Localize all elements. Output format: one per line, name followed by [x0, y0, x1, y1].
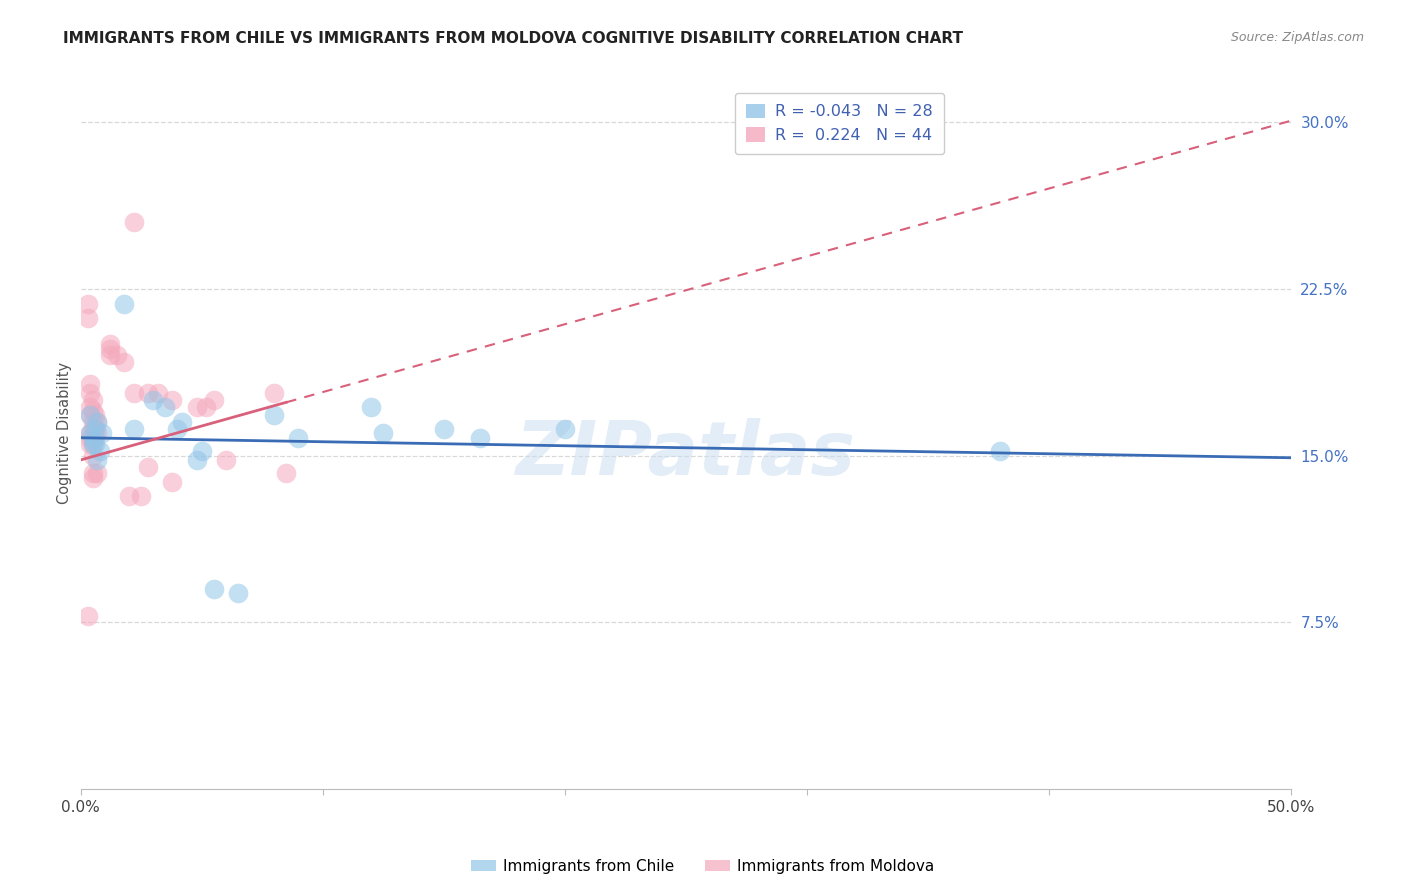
Text: Source: ZipAtlas.com: Source: ZipAtlas.com [1230, 31, 1364, 45]
Point [122, 386, 145, 401]
Point [82, 431, 104, 445]
Text: ZIPatlas: ZIPatlas [516, 418, 856, 491]
Point [98, 348, 121, 362]
Point [84, 422, 107, 436]
Point [79, 426, 101, 441]
Point [118, 489, 141, 503]
Point [86, 426, 108, 441]
Point [190, 444, 212, 458]
Point [84, 437, 107, 451]
Point [360, 400, 382, 414]
Point [263, 386, 285, 401]
Point [988, 444, 1011, 458]
Point [82, 415, 104, 429]
Point [172, 415, 194, 429]
Point [82, 437, 104, 451]
Point [215, 453, 238, 467]
Point [186, 453, 208, 467]
Point [98, 342, 121, 356]
Point [122, 215, 145, 229]
Point [287, 431, 309, 445]
Point [84, 409, 107, 423]
Point [105, 348, 128, 362]
Point [79, 409, 101, 423]
Point [166, 422, 188, 436]
Point [129, 489, 152, 503]
Point [86, 415, 108, 429]
Point [202, 392, 225, 407]
Point [86, 467, 108, 481]
Point [79, 431, 101, 445]
Point [195, 400, 218, 414]
Point [82, 467, 104, 481]
Point [82, 404, 104, 418]
Point [136, 386, 159, 401]
Point [371, 426, 394, 441]
Point [146, 386, 169, 401]
Point [263, 409, 285, 423]
Point [82, 392, 104, 407]
Point [226, 586, 249, 600]
Point [84, 431, 107, 445]
Point [76, 297, 98, 311]
Point [202, 582, 225, 596]
Point [162, 392, 184, 407]
Point [86, 453, 108, 467]
Point [79, 409, 101, 423]
Point [86, 415, 108, 429]
Point [79, 377, 101, 392]
Point [79, 437, 101, 451]
Legend: Immigrants from Chile, Immigrants from Moldova: Immigrants from Chile, Immigrants from M… [465, 853, 941, 880]
Point [79, 400, 101, 414]
Point [112, 297, 135, 311]
Point [186, 400, 208, 414]
Legend: R = -0.043   N = 28, R =  0.224   N = 44: R = -0.043 N = 28, R = 0.224 N = 44 [735, 93, 943, 154]
Point [79, 426, 101, 441]
Point [554, 422, 576, 436]
Y-axis label: Cognitive Disability: Cognitive Disability [58, 362, 72, 504]
Point [162, 475, 184, 490]
Point [84, 422, 107, 436]
Point [98, 337, 121, 351]
Point [79, 386, 101, 401]
Point [91, 426, 114, 441]
Point [76, 608, 98, 623]
Point [136, 459, 159, 474]
Point [142, 392, 165, 407]
Point [76, 310, 98, 325]
Point [122, 422, 145, 436]
Point [155, 400, 177, 414]
Point [468, 431, 491, 445]
Text: IMMIGRANTS FROM CHILE VS IMMIGRANTS FROM MOLDOVA COGNITIVE DISABILITY CORRELATIO: IMMIGRANTS FROM CHILE VS IMMIGRANTS FROM… [63, 31, 963, 46]
Point [276, 467, 298, 481]
Point [112, 355, 135, 369]
Point [82, 437, 104, 451]
Point [432, 422, 454, 436]
Point [82, 471, 104, 485]
Point [89, 444, 111, 458]
Point [82, 422, 104, 436]
Point [82, 449, 104, 463]
